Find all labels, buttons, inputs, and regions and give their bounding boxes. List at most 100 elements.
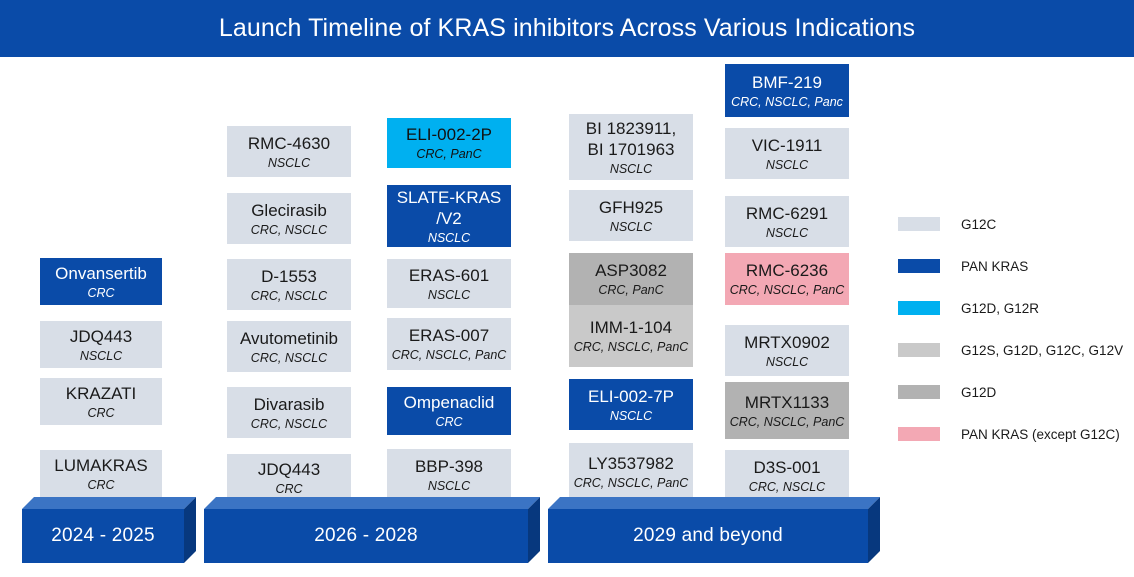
drug-card[interactable]: KRAZATI CRC	[40, 378, 162, 425]
drug-card[interactable]: IMM-1-104 CRC, NSCLC, PanC	[569, 305, 693, 367]
drug-card[interactable]: MRTX0902 NSCLC	[725, 325, 849, 376]
timeline-band[interactable]: 2029 and beyond	[548, 497, 880, 563]
drug-card[interactable]: JDQ443 CRC	[227, 454, 351, 501]
drug-card[interactable]: RMC-6291 NSCLC	[725, 196, 849, 247]
drug-name: GFH925	[598, 197, 664, 217]
drug-indications: NSCLC	[427, 479, 471, 493]
drug-name: ELI-002-2P	[406, 125, 492, 144]
page-title: Launch Timeline of KRAS inhibitors Acros…	[218, 14, 916, 42]
drug-card[interactable]: RMC-6236 CRC, NSCLC, PanC	[725, 253, 849, 305]
drug-indications: NSCLC	[427, 230, 471, 245]
drug-indications: CRC, NSCLC	[250, 222, 328, 237]
drug-card[interactable]: D-1553 CRC, NSCLC	[227, 259, 351, 310]
drug-name: RMC-4630	[247, 133, 331, 153]
drug-card[interactable]: SLATE-KRAS /V2 NSCLC	[387, 185, 511, 247]
drug-card[interactable]: BI 1823911, BI 1701963 NSCLC	[569, 114, 693, 180]
legend-color-swatch	[898, 385, 940, 399]
drug-indications: CRC, NSCLC	[250, 350, 328, 365]
drug-name: Onvansertib	[55, 263, 147, 283]
drug-card[interactable]: BMF-219 CRC, NSCLC, Panc	[725, 64, 849, 117]
drug-card[interactable]: ERAS-601 NSCLC	[387, 259, 511, 308]
drug-indications: NSCLC	[267, 155, 311, 170]
legend-color-swatch	[898, 259, 940, 273]
drug-indications: NSCLC	[609, 161, 653, 176]
drug-card[interactable]: BBP-398 NSCLC	[387, 449, 511, 501]
legend: G12C PAN KRAS G12D, G12R G12S, G12D, G12C, …	[898, 203, 1134, 455]
drug-card[interactable]: JDQ443 NSCLC	[40, 321, 162, 368]
drug-name: BI 1823911, BI 1701963	[585, 118, 677, 159]
drug-card[interactable]: Divarasib CRC, NSCLC	[227, 387, 351, 438]
drug-name: BMF-219	[752, 72, 822, 92]
drug-name: SLATE-KRAS /V2	[396, 187, 502, 228]
timeline-band-label: 2029 and beyond	[633, 525, 783, 546]
drug-name: MRTX0902	[744, 332, 830, 352]
drug-name: JDQ443	[69, 326, 133, 346]
drug-indications: CRC, PanC	[416, 147, 482, 161]
drug-name: Avutometinib	[240, 328, 338, 348]
drug-indications: NSCLC	[765, 225, 809, 240]
drug-indications: CRC, NSCLC	[250, 416, 328, 431]
drug-card[interactable]: Avutometinib CRC, NSCLC	[227, 321, 351, 372]
drug-name: IMM-1-104	[589, 318, 673, 337]
drug-indications: CRC	[87, 285, 115, 300]
timeline-band-3d-shape	[204, 497, 540, 563]
drug-name: MRTX1133	[744, 392, 830, 412]
timeline-band[interactable]: 2026 - 2028	[204, 497, 540, 563]
drug-indications: CRC, PanC	[598, 283, 664, 297]
drug-card[interactable]: D3S-001 CRC, NSCLC	[725, 450, 849, 502]
drug-indications: CRC, NSCLC	[748, 480, 826, 494]
drug-indications: CRC, NSCLC	[250, 288, 328, 303]
drug-card[interactable]: ELI-002-2P CRC, PanC	[387, 118, 511, 168]
drug-indications: NSCLC	[427, 287, 471, 302]
drug-indications: CRC, NSCLC, Panc	[731, 94, 843, 109]
drug-name: VIC-1911	[751, 135, 823, 155]
drug-card[interactable]: ERAS-007 CRC, NSCLC, PanC	[387, 318, 511, 370]
drug-indications: CRC	[435, 415, 463, 429]
drug-indications: CRC, NSCLC, PanC	[573, 340, 689, 354]
drug-card[interactable]: Glecirasib CRC, NSCLC	[227, 193, 351, 244]
drug-card[interactable]: RMC-4630 NSCLC	[227, 126, 351, 177]
drug-name: RMC-6291	[745, 203, 829, 223]
drug-name: Ompenaclid	[403, 393, 495, 412]
drug-name: ERAS-007	[408, 326, 490, 345]
drug-name: JDQ443	[257, 459, 321, 479]
timeline-band[interactable]: 2024 - 2025	[22, 497, 196, 563]
drug-card[interactable]: VIC-1911 NSCLC	[725, 128, 849, 179]
drug-name: D-1553	[261, 266, 317, 286]
drug-indications: CRC	[87, 477, 115, 492]
drug-name: ASP3082	[595, 261, 667, 280]
timeline-band-3d-shape	[22, 497, 196, 563]
drug-card[interactable]: ASP3082 CRC, PanC	[569, 253, 693, 305]
legend-label: PAN KRAS	[961, 258, 1029, 274]
header-bar: Launch Timeline of KRAS inhibitors Acros…	[0, 0, 1134, 57]
legend-item[interactable]: G12C	[898, 203, 1134, 245]
legend-color-swatch	[898, 343, 940, 357]
drug-indications: NSCLC	[765, 157, 809, 172]
legend-color-swatch	[898, 217, 940, 231]
legend-item[interactable]: G12D, G12R	[898, 287, 1134, 329]
drug-card[interactable]: Onvansertib CRC	[40, 258, 162, 305]
drug-card[interactable]: Ompenaclid CRC	[387, 387, 511, 435]
drug-indications: CRC, NSCLC, PanC	[391, 348, 507, 362]
drug-name: D3S-001	[753, 458, 821, 477]
timeline-band-label: 2026 - 2028	[314, 525, 418, 546]
drug-indications: NSCLC	[609, 408, 653, 423]
legend-color-swatch	[898, 301, 940, 315]
legend-label: G12C	[961, 216, 997, 232]
drug-indications: CRC	[87, 405, 115, 420]
drug-name: ERAS-601	[408, 265, 490, 285]
drug-indications: CRC, NSCLC, PanC	[729, 283, 845, 297]
legend-item[interactable]: G12S, G12D, G12C, G12V	[898, 329, 1134, 371]
drug-card[interactable]: GFH925 NSCLC	[569, 190, 693, 241]
legend-item[interactable]: G12D	[898, 371, 1134, 413]
drug-card[interactable]: LY3537982 CRC, NSCLC, PanC	[569, 443, 693, 500]
drug-card[interactable]: LUMAKRAS CRC	[40, 450, 162, 497]
drug-name: Divarasib	[253, 394, 325, 414]
drug-card[interactable]: MRTX1133 CRC, NSCLC, PanC	[725, 382, 849, 439]
legend-label: G12S, G12D, G12C, G12V	[961, 342, 1124, 358]
drug-card[interactable]: ELI-002-7P NSCLC	[569, 379, 693, 430]
legend-item[interactable]: PAN KRAS	[898, 245, 1134, 287]
drug-indications: CRC	[275, 481, 303, 496]
legend-item[interactable]: PAN KRAS (except G12C)	[898, 413, 1134, 455]
